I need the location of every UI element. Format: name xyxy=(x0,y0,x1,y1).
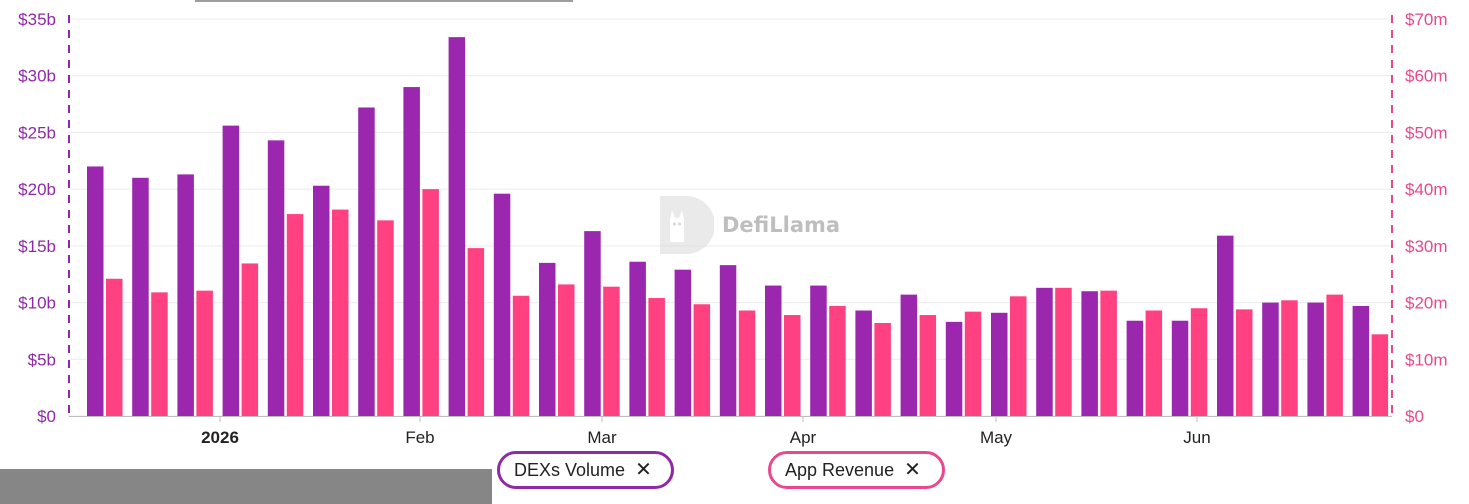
y-left-tick-label: $30b xyxy=(18,67,56,86)
top-scroll-bar xyxy=(195,0,573,2)
watermark-text: DefiLlama xyxy=(722,213,841,237)
y-right-tick-label: $20m xyxy=(1405,294,1448,313)
bar-app-revenue[interactable] xyxy=(1371,334,1389,416)
bar-dexs-volume[interactable] xyxy=(403,87,420,417)
bar-app-revenue[interactable] xyxy=(738,310,756,416)
bar-dexs-volume[interactable] xyxy=(584,231,601,416)
y-right-tick-label: $30m xyxy=(1405,237,1448,256)
bar-dexs-volume[interactable] xyxy=(1081,291,1098,416)
y-left-tick-label: $15b xyxy=(18,237,56,256)
bar-app-revenue[interactable] xyxy=(603,286,620,416)
bar-dexs-volume[interactable] xyxy=(900,294,918,416)
bar-dexs-volume[interactable] xyxy=(539,262,556,416)
bar-app-revenue[interactable] xyxy=(151,292,168,416)
bar-dexs-volume[interactable] xyxy=(358,107,375,416)
bar-app-revenue[interactable] xyxy=(1190,308,1208,416)
bar-dexs-volume[interactable] xyxy=(1262,302,1279,416)
x-tick-label: Mar xyxy=(587,428,617,447)
bar-dexs-volume[interactable] xyxy=(313,185,330,416)
bar-app-revenue[interactable] xyxy=(964,311,982,416)
defillama-watermark: DefiLlama xyxy=(656,194,840,256)
tick-labels: $0 $0 $5b $10m $10b $20m $15b $30m $20b $40m $25b $… xyxy=(18,10,1447,447)
bar-dexs-volume[interactable] xyxy=(629,261,646,416)
legend-chip-app-revenue[interactable]: App Revenue ✕ xyxy=(768,451,945,489)
legend-chip-dexs-volume[interactable]: DEXs Volume ✕ xyxy=(497,451,674,489)
bar-app-revenue[interactable] xyxy=(1145,310,1163,416)
bar-app-revenue[interactable] xyxy=(1326,294,1343,416)
bar-dexs-volume[interactable] xyxy=(810,285,827,416)
bar-dexs-volume[interactable] xyxy=(1307,302,1324,416)
bar-app-revenue[interactable] xyxy=(467,248,485,416)
bar-dexs-volume[interactable] xyxy=(132,177,149,416)
bar-app-revenue[interactable] xyxy=(693,304,711,416)
y-right-tick-label: $70m xyxy=(1405,10,1448,29)
bar-app-revenue[interactable] xyxy=(106,278,123,416)
close-icon[interactable]: ✕ xyxy=(635,459,652,481)
legend-label-app-revenue: App Revenue xyxy=(785,459,895,480)
bar-dexs-volume[interactable] xyxy=(222,125,240,416)
x-tick-label: May xyxy=(980,428,1013,447)
y-right-tick-label: $0 xyxy=(1405,407,1424,426)
bar-app-revenue[interactable] xyxy=(196,290,213,416)
bar-dexs-volume[interactable] xyxy=(448,37,466,417)
bar-dexs-volume[interactable] xyxy=(991,312,1008,416)
bar-app-revenue[interactable] xyxy=(512,295,530,416)
bottom-gray-block xyxy=(0,469,492,504)
y-right-tick-label: $60m xyxy=(1405,67,1448,86)
bar-app-revenue[interactable] xyxy=(1281,300,1298,416)
bar-app-revenue[interactable] xyxy=(1010,296,1027,416)
y-left-tick-label: $35b xyxy=(18,10,56,29)
y-right-tick-label: $50m xyxy=(1405,123,1448,142)
x-tick-label: Jun xyxy=(1183,428,1210,447)
x-tick-label: Apr xyxy=(790,428,817,447)
bar-app-revenue[interactable] xyxy=(377,220,394,416)
bar-dexs-volume[interactable] xyxy=(267,140,285,416)
bar-app-revenue[interactable] xyxy=(874,322,891,416)
bar-dexs-volume[interactable] xyxy=(719,265,737,416)
bar-dexs-volume[interactable] xyxy=(1126,320,1144,416)
bars xyxy=(87,37,1389,417)
bar-dexs-volume[interactable] xyxy=(1171,320,1189,416)
y-left-tick-label: $0 xyxy=(37,407,56,426)
bar-app-revenue[interactable] xyxy=(919,315,937,416)
bar-app-revenue[interactable] xyxy=(332,209,349,416)
x-tick-label: Feb xyxy=(405,428,434,447)
y-left-tick-label: $5b xyxy=(28,350,56,369)
bar-app-revenue[interactable] xyxy=(422,189,439,416)
bar-app-revenue[interactable] xyxy=(648,298,665,416)
bar-dexs-volume[interactable] xyxy=(1036,287,1053,416)
y-left-tick-label: $20b xyxy=(18,180,56,199)
bar-dexs-volume[interactable] xyxy=(1217,235,1234,416)
bar-dexs-volume[interactable] xyxy=(945,321,963,416)
bar-dexs-volume[interactable] xyxy=(765,285,782,416)
bar-app-revenue[interactable] xyxy=(1100,290,1117,416)
axes xyxy=(68,15,1393,422)
y-left-tick-label: $25b xyxy=(18,123,56,142)
bar-app-revenue[interactable] xyxy=(286,214,304,416)
bar-dexs-volume[interactable] xyxy=(177,174,194,416)
bar-dexs-volume[interactable] xyxy=(493,193,511,416)
bar-app-revenue[interactable] xyxy=(558,284,575,416)
y-left-tick-label: $10b xyxy=(18,294,56,313)
y-right-tick-label: $10m xyxy=(1405,350,1448,369)
bar-app-revenue[interactable] xyxy=(1236,309,1253,416)
bar-app-revenue[interactable] xyxy=(829,305,846,416)
bar-dexs-volume[interactable] xyxy=(855,310,872,416)
bar-app-revenue[interactable] xyxy=(1055,287,1072,416)
bar-app-revenue[interactable] xyxy=(241,263,259,416)
llama-logo-icon xyxy=(660,196,714,254)
bar-dexs-volume[interactable] xyxy=(87,166,104,416)
bar-dexs-volume[interactable] xyxy=(1352,305,1370,416)
bar-dexs-volume[interactable] xyxy=(674,269,692,416)
close-icon[interactable]: ✕ xyxy=(904,459,921,481)
y-right-tick-label: $40m xyxy=(1405,180,1448,199)
legend-label-dexs-volume: DEXs Volume xyxy=(514,459,626,480)
x-tick-label: 2026 xyxy=(201,428,239,447)
bar-app-revenue[interactable] xyxy=(784,315,801,416)
